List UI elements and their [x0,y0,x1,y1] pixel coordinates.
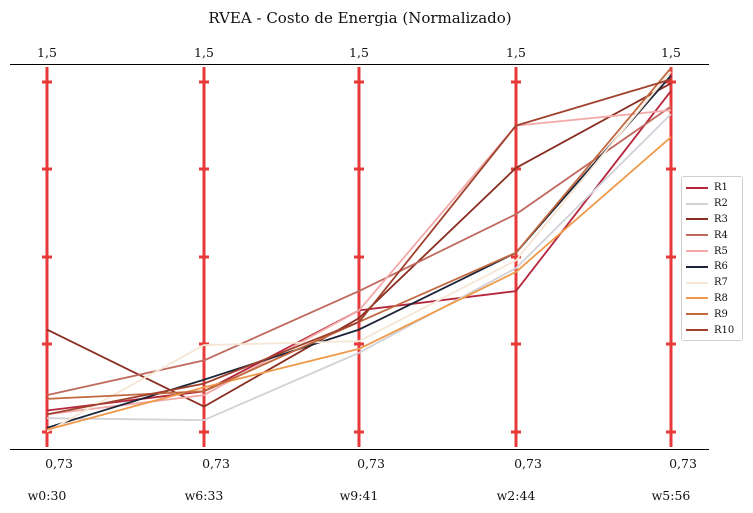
legend-item-r2: R2 [682,196,742,212]
labels-layer: 1,5 0,73 w0:30 1,5 0,73 w6:33 1,5 0,73 w9:41 1,5 0… [28,45,697,503]
axis-min-label: 0,73 [357,456,385,471]
legend-swatch [686,218,708,221]
series-line-r8 [46,136,672,431]
legend-item-r4: R4 [682,227,742,243]
legend-label: R8 [714,292,728,304]
legend-label: R10 [714,324,735,336]
category-label: w5:56 [652,488,691,503]
category-label: w6:33 [185,488,224,503]
legend-item-r1: R1 [682,180,742,196]
category-label: w0:30 [28,488,67,503]
legend-item-r10: R10 [682,322,742,338]
legend-label: R3 [714,213,728,225]
legend-swatch [686,265,708,268]
series-line-r6 [46,75,672,429]
legend-item-r5: R5 [682,243,742,259]
category-label: w2:44 [497,488,536,503]
axes-layer [42,67,676,447]
legend-swatch [686,297,708,300]
legend-swatch [686,329,708,332]
legend-label: R2 [714,198,728,210]
legend-label: R4 [714,229,728,241]
category-label: w9:41 [340,488,379,503]
legend-swatch [686,186,708,189]
axis-min-label: 0,73 [514,456,542,471]
legend-item-r8: R8 [682,291,742,307]
legend-label: R9 [714,308,728,320]
series-line-r2 [46,113,672,422]
axis-max-label: 1,5 [194,45,214,60]
legend-item-r3: R3 [682,212,742,228]
legend-label: R7 [714,277,728,289]
legend-label: R1 [714,182,728,194]
legend: R1 R2 R3 R4 R5 R6 R7 R8 R9 R10 [681,176,743,341]
axis-min-label: 0,73 [45,456,73,471]
legend-label: R5 [714,245,728,257]
chart-title: RVEA - Costo de Energia (Normalizado) [208,9,511,27]
series-lines-layer [46,67,672,433]
legend-label: R6 [714,261,728,273]
axis-max-label: 1,5 [506,45,526,60]
series-line-r10 [46,78,672,416]
series-line-r7 [46,71,672,433]
axis-max-label: 1,5 [349,45,369,60]
axis-min-label: 0,73 [669,456,697,471]
axis-min-label: 0,73 [202,456,230,471]
legend-item-r7: R7 [682,275,742,291]
legend-item-r6: R6 [682,259,742,275]
legend-swatch [686,250,708,253]
legend-swatch [686,234,708,237]
legend-swatch [686,281,708,284]
legend-swatch [686,202,708,205]
legend-swatch [686,313,708,316]
axis-max-label: 1,5 [37,45,57,60]
series-line-r4 [46,105,672,396]
axis-max-label: 1,5 [661,45,681,60]
legend-item-r9: R9 [682,306,742,322]
series-line-r3 [46,82,672,408]
